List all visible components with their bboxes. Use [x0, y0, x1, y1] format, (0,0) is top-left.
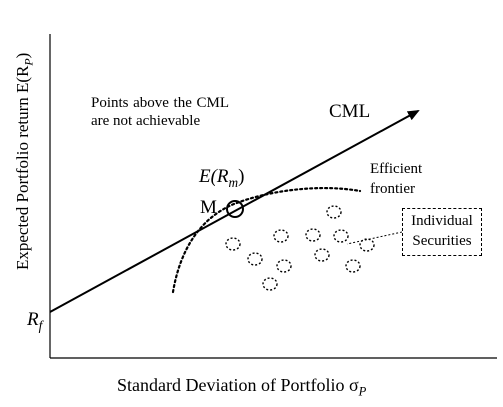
security-point — [314, 248, 330, 262]
unachievable-note: Points above the CML are not achievable — [91, 95, 229, 129]
security-point — [359, 238, 375, 252]
y-axis-label-close: ) — [13, 52, 32, 59]
risk-free-sub: f — [38, 317, 43, 333]
y-axis-label: Expected Portfolio return E(RP) — [13, 53, 36, 270]
security-point — [262, 277, 278, 291]
x-axis-label-sub: P — [358, 384, 367, 399]
security-point — [333, 229, 349, 243]
security-point — [273, 229, 289, 243]
individual-securities — [225, 205, 375, 291]
cml-label: CML — [329, 101, 371, 122]
market-portfolio-circle — [226, 200, 244, 218]
market-point-label: M — [200, 197, 217, 218]
market-return-close: ) — [238, 166, 245, 187]
market-return-label: E(Rm) — [199, 166, 244, 191]
market-return-sub: m — [228, 174, 239, 190]
risk-free-label: Rf — [27, 309, 42, 334]
securities-leader-line — [346, 231, 403, 245]
y-axis-label-text: Expected Portfolio return E(R — [13, 65, 32, 270]
y-axis-label-sub: P — [21, 58, 36, 66]
x-axis-label: Standard Deviation of Portfolio σP — [117, 375, 366, 400]
security-point — [225, 237, 241, 251]
efficient-frontier-curve — [171, 187, 362, 294]
security-point — [247, 252, 263, 266]
individual-securities-box: Individual Securities — [402, 208, 482, 256]
security-point — [305, 228, 321, 242]
x-axis-label-text: Standard Deviation of Portfolio σ — [117, 375, 359, 395]
market-return-text: E(R — [199, 166, 229, 187]
security-point — [345, 259, 361, 273]
cml-line — [49, 110, 420, 313]
security-point — [326, 205, 342, 219]
efficient-frontier-label: Efficient frontier — [370, 161, 423, 197]
risk-free-text: R — [27, 309, 39, 330]
security-point — [276, 259, 292, 273]
